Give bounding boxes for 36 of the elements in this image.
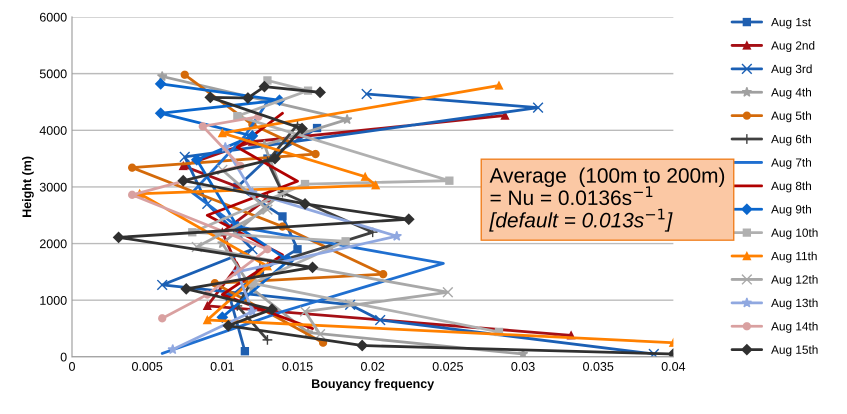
legend-label: Aug 15th [771,345,818,356]
legend-label: Aug 3rd [771,64,812,76]
annotation: Average (100m to 200m) [490,168,724,187]
y-tick-label: 0 [60,352,67,362]
x-tick-label: 0.035 [583,362,614,371]
legend-label: Aug 9th [771,204,811,216]
legend-label: Aug 8th [771,181,811,192]
annotation: [default = 0.013s$^{−1}$] [489,208,673,232]
x-tick-label: 0.03 [511,362,535,371]
legend-label: Aug 4th [771,88,811,99]
x-tick-label: 0.015 [282,362,313,371]
legend-label: Aug 1st [771,18,812,29]
y-axis-title: Height (m) [22,156,34,217]
y-tick-label: 2000 [40,239,67,248]
y-tick-label: 5000 [40,69,67,78]
y-tick-label: 6000 [40,12,67,22]
y-tick-label: 3000 [40,182,67,192]
annotation: = Nu = 0.0136s$^{−1}$ [490,186,652,206]
legend-label: Aug 6th [771,134,811,146]
x-axis-title: Bouyancy frequency [312,378,434,391]
legend-label: Aug 10th [771,228,818,240]
legend-label: Aug 5th [771,111,811,122]
x-tick-label: 0.04 [662,362,686,371]
legend-label: Aug 13th [771,298,818,310]
x-tick-label: 0.025 [432,362,463,371]
legend-label: Aug 12th [771,275,818,286]
y-tick-label: 1000 [40,296,67,305]
x-tick-label: 0.02 [361,362,384,371]
x-tick-label: 0.005 [132,362,162,371]
y-tick-label: 4000 [40,126,67,135]
x-tick-label: 0 [69,362,75,371]
x-tick-label: 0.01 [210,362,234,371]
legend-label: Aug 2nd [771,41,814,52]
legend-label: Aug 11th [771,252,817,263]
legend-label: Aug 14th [771,322,818,333]
legend-label: Aug 7th [771,158,811,170]
